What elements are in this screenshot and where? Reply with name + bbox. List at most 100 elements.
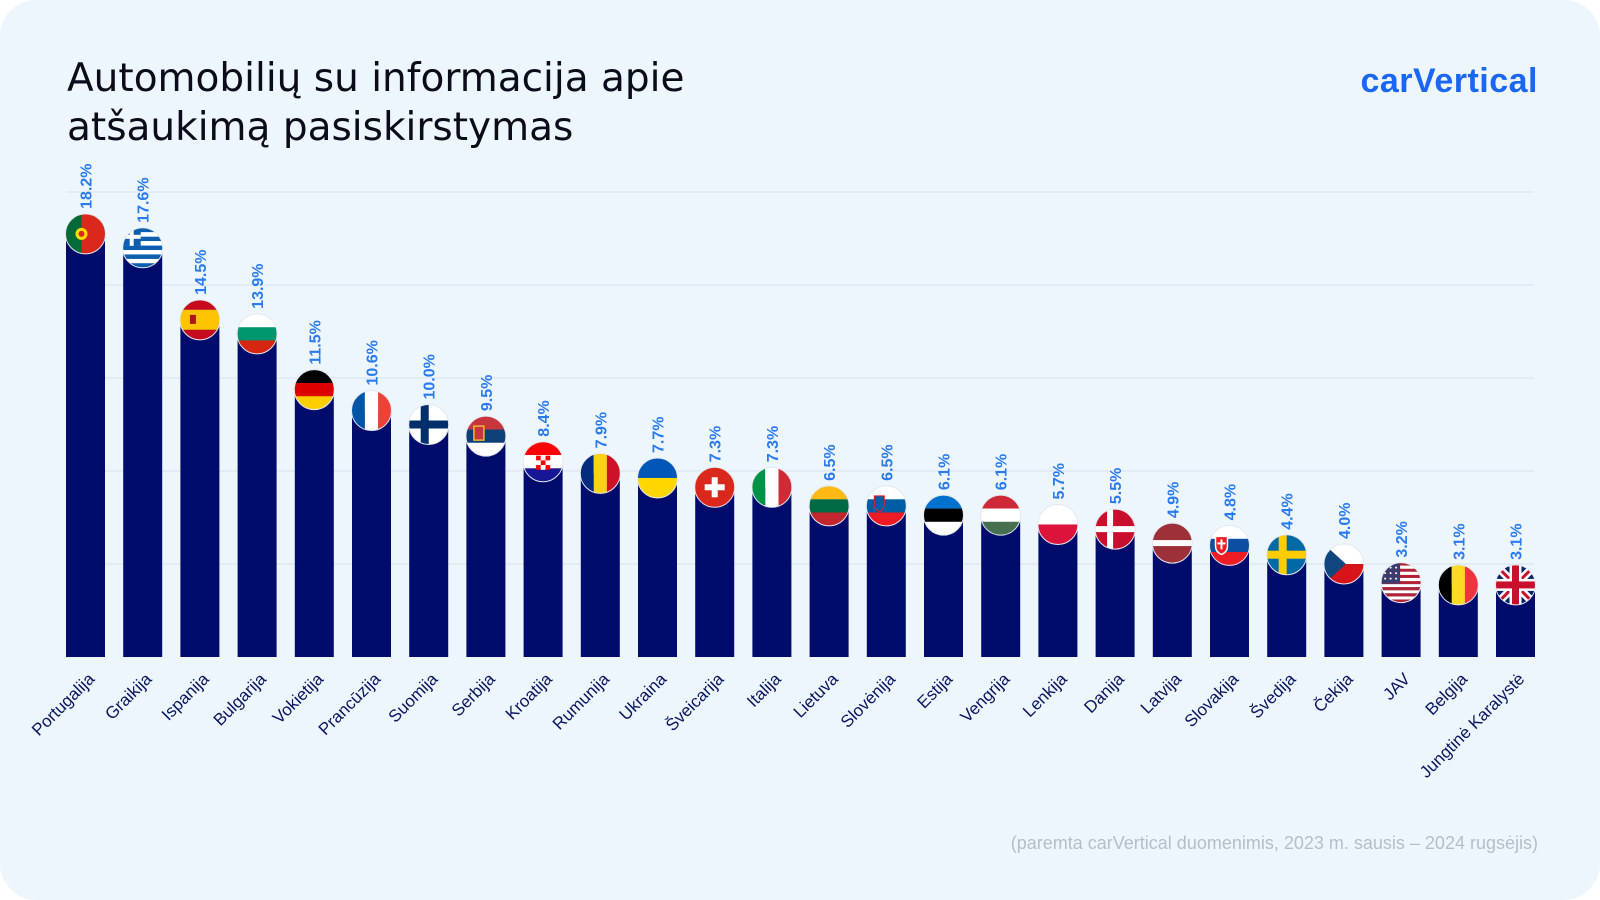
flags bbox=[65, 213, 1536, 606]
portugal-flag-icon bbox=[65, 213, 106, 255]
category-label: JAV bbox=[1379, 669, 1414, 704]
value-label: 3.1% bbox=[1451, 523, 1468, 559]
bar-lietuva bbox=[809, 505, 849, 657]
uk-flag-icon bbox=[1495, 564, 1536, 606]
value-label: 6.5% bbox=[879, 444, 896, 480]
category-label: Suomija bbox=[385, 669, 442, 726]
finland-flag-icon bbox=[408, 404, 450, 445]
belgium-flag-icon bbox=[1437, 564, 1479, 606]
category-label: Estija bbox=[913, 669, 956, 712]
category-label: Belgija bbox=[1422, 669, 1472, 719]
value-label: 7.3% bbox=[765, 426, 782, 462]
category-label: Švedija bbox=[1247, 669, 1300, 722]
bar-slov-nija bbox=[866, 505, 906, 657]
bar-graikija bbox=[123, 247, 163, 658]
category-label: Jungtinė Karalystė bbox=[1416, 669, 1528, 781]
bar-vokietija bbox=[294, 389, 334, 657]
value-label: 6.1% bbox=[994, 454, 1011, 490]
value-label: 10.0% bbox=[422, 354, 439, 399]
bar-portugalija bbox=[66, 233, 105, 657]
category-label: Danija bbox=[1080, 669, 1128, 717]
bar-danija bbox=[1095, 529, 1135, 657]
brand-logo: carVertical bbox=[1360, 62, 1538, 100]
romania-flag-icon bbox=[579, 452, 621, 494]
category-label: Latvija bbox=[1137, 669, 1186, 718]
croatia-flag-icon bbox=[522, 441, 564, 483]
bar-suomija bbox=[409, 424, 449, 657]
value-label: 4.4% bbox=[1280, 493, 1297, 529]
category-label: Lietuva bbox=[790, 669, 843, 722]
chart-title-line-2: atšaukimą pasiskirstymas bbox=[67, 105, 574, 150]
italy-flag-icon bbox=[751, 466, 793, 508]
category-label: Prancūzija bbox=[315, 669, 385, 739]
grid-lines bbox=[66, 191, 1534, 565]
category-label: Čekija bbox=[1310, 669, 1357, 716]
denmark-flag-icon bbox=[1094, 508, 1136, 550]
category-label: Portugalija bbox=[28, 669, 99, 740]
value-label: 18.2% bbox=[79, 163, 96, 208]
ukraine-flag-icon bbox=[637, 457, 678, 499]
value-label: 3.1% bbox=[1509, 523, 1526, 559]
category-label: Italija bbox=[743, 669, 785, 711]
value-label: 6.1% bbox=[937, 454, 954, 490]
category-label: Serbija bbox=[448, 669, 499, 720]
category-label: Ukraina bbox=[615, 669, 670, 724]
bar-pranc-zija bbox=[352, 410, 391, 657]
latvia-flag-icon bbox=[1151, 522, 1193, 564]
category-label: Slovakija bbox=[1181, 669, 1243, 731]
bar-vengrija bbox=[981, 515, 1021, 657]
value-label: 3.2% bbox=[1394, 521, 1411, 557]
value-label: 4.8% bbox=[1223, 484, 1240, 520]
france-flag-icon bbox=[351, 390, 392, 432]
serbia-flag-icon bbox=[465, 415, 507, 457]
value-label: 7.7% bbox=[651, 417, 668, 453]
chart-title: Automobilių su informacija apie atšaukim… bbox=[67, 54, 887, 152]
spain-flag-icon bbox=[179, 299, 221, 341]
category-label: Kroatija bbox=[502, 669, 557, 724]
category-label: Bulgarija bbox=[210, 669, 271, 730]
value-label: 6.5% bbox=[822, 444, 839, 480]
switzerland-flag-icon bbox=[694, 466, 736, 508]
bar-italija bbox=[752, 487, 792, 657]
bar--veicarija bbox=[695, 487, 735, 657]
lithuania-flag-icon bbox=[808, 485, 850, 527]
bar-kroatija bbox=[523, 461, 563, 657]
greece-flag-icon bbox=[122, 227, 164, 269]
slovakia-flag-icon bbox=[1209, 524, 1250, 566]
value-label: 7.9% bbox=[593, 412, 610, 448]
value-label: 14.5% bbox=[193, 250, 210, 295]
x-axis-labels: Portugalija Graikija IspanijaBulgarijaVoki… bbox=[28, 669, 1528, 782]
category-label: Ispanija bbox=[158, 669, 213, 724]
bulgaria-flag-icon bbox=[236, 313, 278, 355]
bar-serbija bbox=[466, 436, 506, 657]
value-label: 13.9% bbox=[250, 263, 267, 308]
value-label: 8.4% bbox=[536, 400, 553, 436]
usa-flag-icon bbox=[1380, 562, 1422, 604]
category-label: Vengrija bbox=[957, 669, 1014, 726]
value-labels: 18.2% 17.6% 14.5% 13.9% 11.5% 10.6% 10.0% 9.5% 8… bbox=[79, 163, 1526, 559]
category-label: Lenkija bbox=[1019, 669, 1071, 721]
value-label: 4.9% bbox=[1165, 482, 1182, 518]
value-label: 11.5% bbox=[307, 320, 324, 364]
slovenia-flag-icon bbox=[865, 485, 907, 527]
value-label: 7.3% bbox=[708, 426, 725, 462]
value-label: 10.6% bbox=[365, 340, 382, 385]
source-note: (paremta carVertical duomenimis, 2023 m.… bbox=[1010, 833, 1538, 853]
bar-estija bbox=[924, 515, 963, 657]
category-label: Graikija bbox=[101, 669, 156, 724]
bar-bulgarija bbox=[237, 333, 277, 657]
bar-ispanija bbox=[180, 319, 220, 657]
chart-title-line-1: Automobilių su informacija apie bbox=[67, 56, 685, 101]
poland-flag-icon bbox=[1037, 503, 1079, 545]
sweden-flag-icon bbox=[1266, 534, 1308, 576]
category-label: Šveicarija bbox=[662, 669, 728, 735]
germany-flag-icon bbox=[293, 369, 335, 411]
value-label: 5.5% bbox=[1108, 468, 1125, 504]
bar-ukraina bbox=[638, 477, 677, 657]
bar-rumunija bbox=[580, 473, 620, 657]
value-label: 4.0% bbox=[1337, 503, 1354, 539]
czechia-flag-icon bbox=[1323, 543, 1365, 585]
value-label: 5.7% bbox=[1051, 463, 1068, 499]
value-label: 9.5% bbox=[479, 375, 496, 411]
